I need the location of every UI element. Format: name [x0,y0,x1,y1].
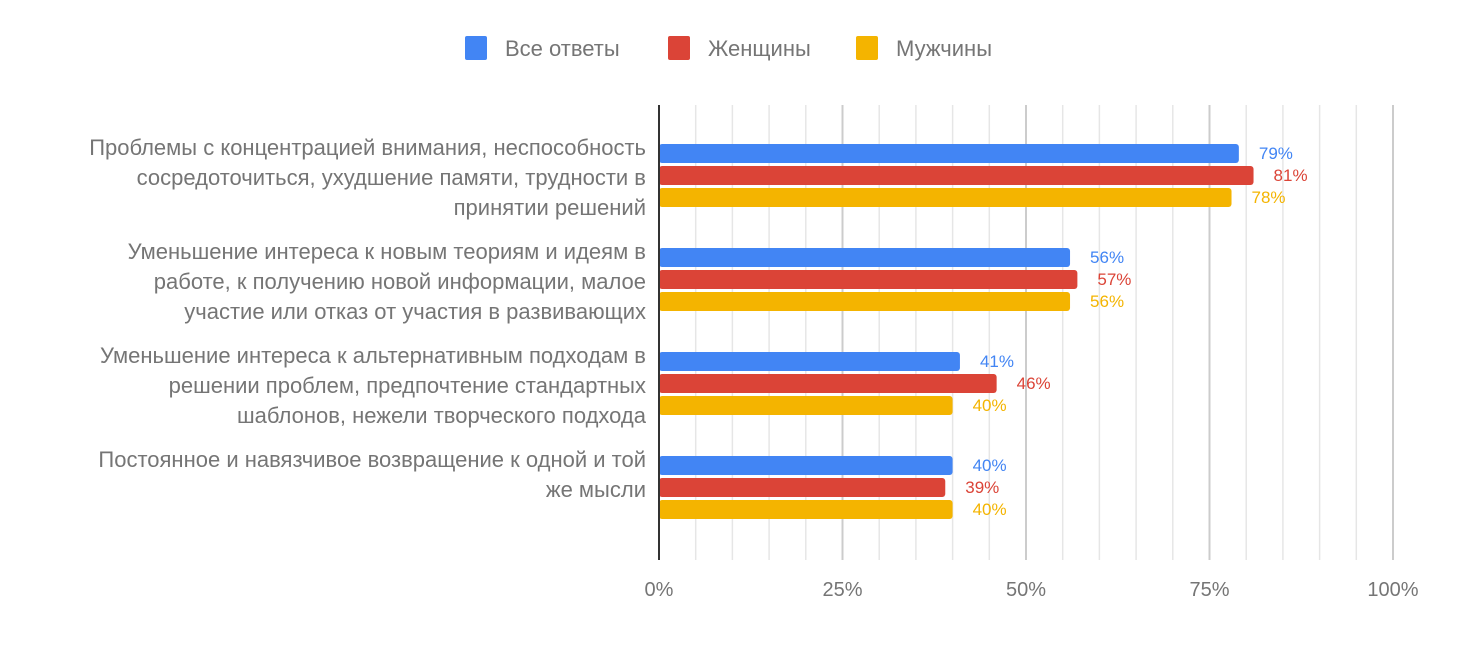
legend-swatch [465,36,487,60]
category-label: работе, к получению новой информации, ма… [154,269,646,294]
bar-1-3 [659,352,960,371]
category-label: Постоянное и навязчивое возвращение к од… [98,447,646,472]
legend-swatch [856,36,878,60]
bar-1-2 [659,248,1071,267]
data-label: 41% [980,352,1014,371]
x-tick-label: 50% [1006,579,1046,601]
x-tick-label: 75% [1189,579,1229,601]
data-label: 40% [973,456,1007,475]
bar-2-3 [659,374,997,393]
category-label: сосредоточиться, ухудшение памяти, трудн… [137,165,646,190]
category-label: же мысли [546,477,646,502]
data-label: 46% [1017,374,1051,393]
bar-3-4 [659,500,953,519]
category-label: Проблемы с концентрацией внимания, неспо… [89,135,646,160]
legend-label: Мужчины [896,36,992,61]
bar-2-4 [659,478,946,497]
legend-swatch [668,36,690,60]
data-label: 78% [1252,188,1286,207]
category-label: Уменьшение интереса к альтернативным под… [100,343,646,368]
bar-2-2 [659,270,1078,289]
legend-label: Женщины [708,36,811,61]
data-label: 79% [1259,144,1293,163]
data-label: 40% [973,396,1007,415]
category-label: принятии решений [454,195,646,220]
bar-3-2 [659,292,1071,311]
data-label: 56% [1090,248,1124,267]
data-label: 56% [1090,292,1124,311]
bar-1-1 [659,144,1239,163]
data-label: 39% [965,478,999,497]
x-tick-label: 0% [645,579,674,601]
data-label: 81% [1274,166,1308,185]
category-label: участие или отказ от участия в развивающ… [184,299,646,324]
data-label: 40% [973,500,1007,519]
data-label: 57% [1097,270,1131,289]
x-tick-label: 100% [1367,579,1418,601]
x-tick-label: 25% [822,579,862,601]
category-label: решении проблем, предпочтение стандартны… [169,373,646,398]
bar-3-1 [659,188,1232,207]
bar-2-1 [659,166,1254,185]
bar-3-3 [659,396,953,415]
bar-1-4 [659,456,953,475]
legend-label: Все ответы [505,36,620,61]
category-label: Уменьшение интереса к новым теориям и ид… [128,239,646,264]
category-label: шаблонов, нежели творческого подхода [237,403,647,428]
